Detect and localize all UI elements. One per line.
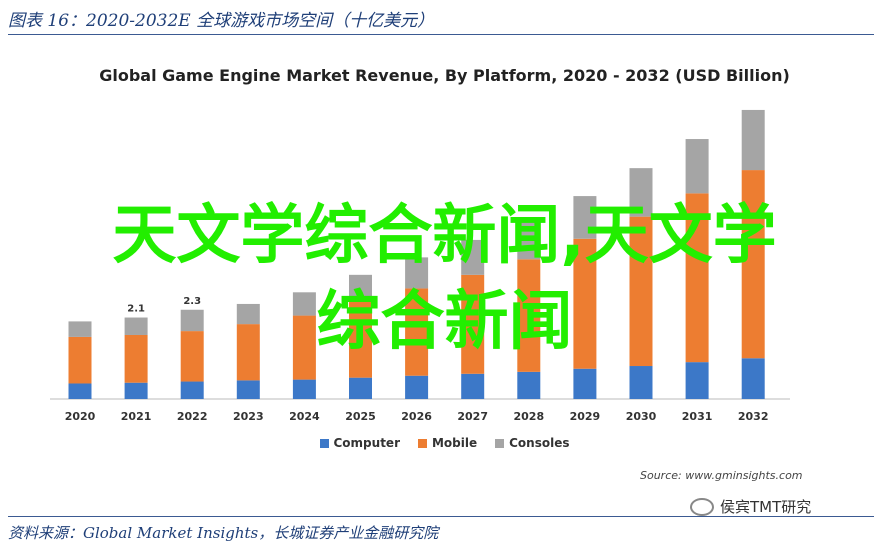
legend-label-consoles: Consoles [509,436,570,450]
bar-consoles-2027 [461,239,485,275]
wechat-watermark: 侯宾TMT研究 [690,496,811,517]
data-label-2022: 2.3 [183,296,201,307]
bar-mobile-2022 [180,331,204,382]
x-tick-label-2021: 2021 [121,410,152,423]
bar-mobile-2025 [349,302,372,378]
bar-mobile-2028 [517,259,541,372]
bar-mobile-2023 [236,324,260,381]
footer-source: 资料来源：Global Market Insights，长城证券产业金融研究院 [8,524,439,542]
x-tick-label-2026: 2026 [401,410,432,423]
bar-computer-2026 [405,375,429,399]
bar-consoles-2026 [405,257,429,289]
chart-legend: Computer Mobile Consoles [0,436,889,450]
x-tick-label-2020: 2020 [65,410,96,423]
bar-mobile-2030 [629,216,653,367]
bar-mobile-2026 [405,288,429,376]
bar-computer-2032 [741,358,765,399]
legend-item-mobile: Mobile [417,436,478,450]
chart-title: Global Game Engine Market Revenue, By Pl… [99,66,790,85]
top-rule [8,34,874,35]
x-tick-label-2030: 2030 [626,410,657,423]
bar-computer-2030 [629,366,653,399]
data-label-2021: 2.1 [127,304,145,315]
source-note: Source: www.gminsights.com [640,469,803,482]
bar-consoles-2024 [292,292,316,316]
bar-mobile-2032 [741,170,765,359]
legend-swatch-computer [319,438,329,448]
legend-swatch-mobile [417,438,427,448]
x-tick-label-2028: 2028 [513,410,544,423]
bar-computer-2028 [517,371,541,399]
x-tick-label-2029: 2029 [570,410,601,423]
x-tick-label-2022: 2022 [177,410,208,423]
legend-label-computer: Computer [333,436,400,450]
bar-mobile-2020 [68,336,92,384]
bar-computer-2023 [236,380,260,399]
bar-consoles-2032 [741,109,765,171]
bar-mobile-2021 [124,334,148,383]
figure-caption: 图表 16：2020-2032E 全球游戏市场空间（十亿美元） [8,11,435,31]
bar-computer-2027 [461,373,485,399]
bar-consoles-2029 [573,196,597,239]
bar-computer-2029 [573,368,597,399]
legend-item-computer: Computer [319,436,400,450]
bar-consoles-2022 [180,309,204,332]
watermark-text: 侯宾TMT研究 [720,498,812,516]
bar-consoles-2030 [629,168,653,217]
wechat-icon [690,497,714,516]
bar-mobile-2024 [292,315,316,380]
x-tick-label-2024: 2024 [289,410,320,423]
x-tick-label-2025: 2025 [345,410,376,423]
x-tick-label-2027: 2027 [457,410,488,423]
bar-consoles-2028 [517,220,541,260]
bottom-rule [8,516,874,517]
bar-computer-2022 [180,381,204,399]
bar-mobile-2031 [685,193,709,363]
legend-label-mobile: Mobile [431,436,478,450]
bar-consoles-2020 [68,321,92,337]
bar-mobile-2029 [573,238,597,369]
legend-swatch-consoles [495,438,505,448]
overlay-text-line2: 综合新闻 [316,285,573,359]
legend-item-consoles: Consoles [495,436,570,450]
x-tick-label-2023: 2023 [233,410,264,423]
overlay-text-line1: 天文学综合新闻,天文学 [112,199,777,273]
x-tick-label-2031: 2031 [682,410,713,423]
bar-computer-2021 [124,382,148,399]
bar-mobile-2027 [461,274,485,374]
bar-computer-2031 [685,362,709,399]
bar-consoles-2031 [685,139,709,194]
x-tick-label-2032: 2032 [738,410,769,423]
bar-computer-2020 [68,383,92,399]
bar-consoles-2025 [349,274,372,302]
bar-computer-2025 [349,377,372,399]
bar-computer-2024 [292,379,316,399]
bar-consoles-2021 [124,317,148,335]
bar-consoles-2023 [236,303,260,325]
